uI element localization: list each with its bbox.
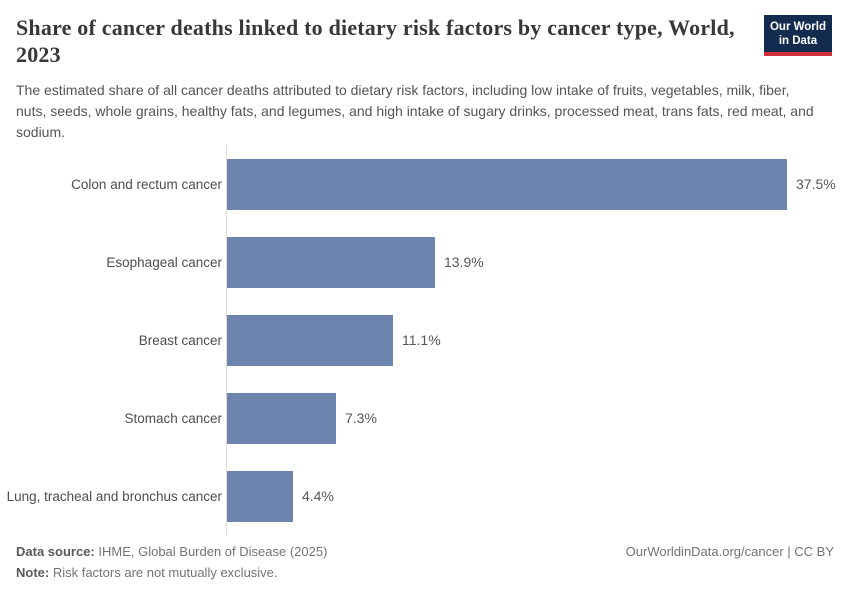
category-label: Lung, tracheal and bronchus cancer (6, 488, 222, 504)
category-label: Breast cancer (138, 332, 222, 348)
category-label: Esophageal cancer (106, 254, 222, 270)
chart-footer: Data source: IHME, Global Burden of Dise… (16, 541, 834, 583)
bar[interactable] (227, 392, 336, 444)
note-line: Note: Risk factors are not mutually excl… (16, 562, 327, 583)
chart-header: Share of cancer deaths linked to dietary… (0, 0, 850, 143)
bar-chart: Colon and rectum cancer 37.5% Esophageal c… (0, 145, 850, 535)
plot-area: 4.4% (226, 457, 850, 535)
data-source-line: Data source: IHME, Global Burden of Dise… (16, 541, 327, 562)
value-label: 37.5% (796, 176, 836, 192)
value-label: 13.9% (444, 254, 484, 270)
chart-row: Lung, tracheal and bronchus cancer 4.4% (0, 457, 850, 535)
plot-area: 7.3% (226, 379, 850, 457)
footer-left: Data source: IHME, Global Burden of Dise… (16, 541, 327, 583)
note-label: Note: (16, 565, 50, 580)
owid-logo[interactable]: Our World in Data (763, 15, 832, 56)
bar[interactable] (227, 470, 293, 522)
data-source-text: IHME, Global Burden of Disease (2025) (94, 544, 328, 559)
chart-subtitle: The estimated share of all cancer deaths… (16, 82, 814, 140)
bar[interactable] (227, 236, 435, 288)
footer-citation-link[interactable]: OurWorldinData.org/cancer | CC BY (625, 544, 834, 559)
owid-logo-line2: in Data (778, 35, 818, 47)
plot-area: 13.9% (226, 223, 850, 301)
plot-area: 37.5% (226, 145, 850, 223)
data-source-label: Data source: (16, 544, 95, 559)
owid-logo-line1: Our World (769, 21, 826, 33)
plot-area: 11.1% (226, 301, 850, 379)
chart-title: Share of cancer deaths linked to dietary… (16, 15, 735, 67)
chart-row: Colon and rectum cancer 37.5% (0, 145, 850, 223)
chart-row: Breast cancer 11.1% (0, 301, 850, 379)
note-text: Risk factors are not mutually exclusive. (49, 565, 278, 580)
value-label: 11.1% (402, 332, 441, 348)
bar[interactable] (227, 158, 787, 210)
value-label: 4.4% (302, 488, 334, 504)
chart-row: Esophageal cancer 13.9% (0, 223, 850, 301)
chart-row: Stomach cancer 7.3% (0, 379, 850, 457)
value-label: 7.3% (345, 410, 377, 426)
category-label: Stomach cancer (124, 410, 222, 426)
bar[interactable] (227, 314, 393, 366)
category-label: Colon and rectum cancer (71, 176, 222, 192)
